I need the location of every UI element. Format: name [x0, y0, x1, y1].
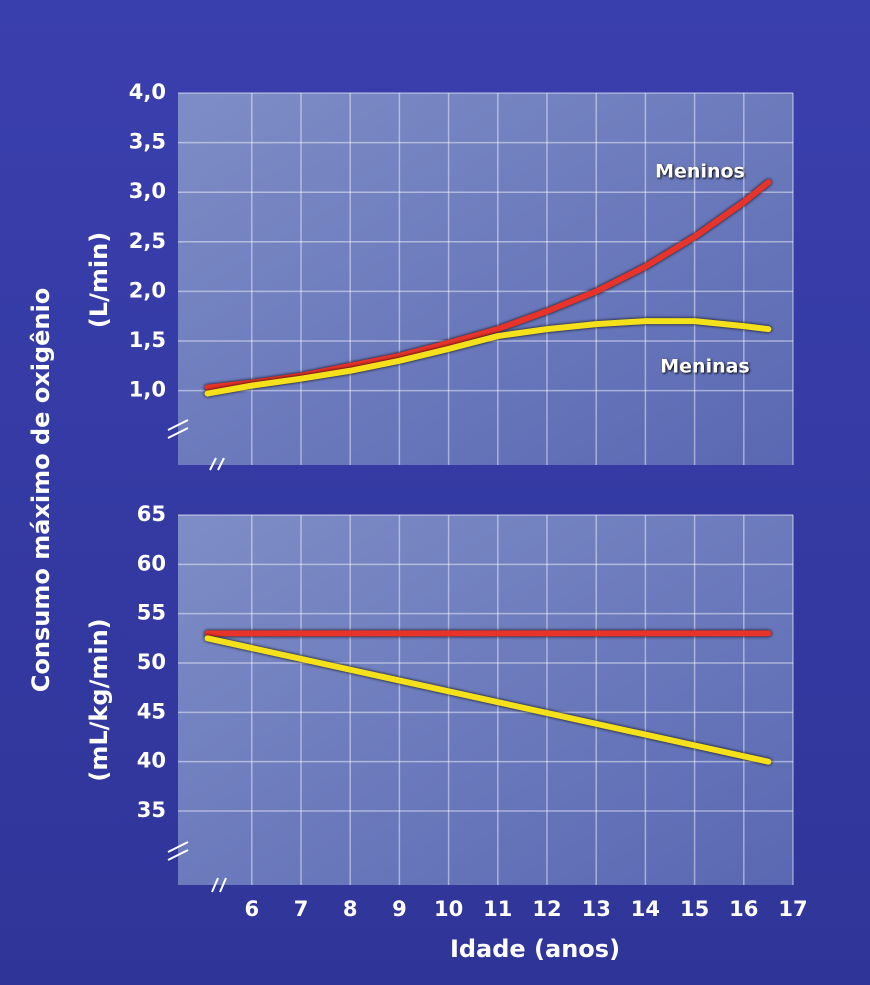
x-tick-label: 16	[729, 897, 758, 921]
x-tick-label: 8	[343, 897, 358, 921]
y-tick-label: 3,5	[129, 130, 166, 154]
data-line	[204, 635, 772, 765]
y-tick-label: 40	[137, 749, 166, 773]
x-tick-label: 17	[778, 897, 807, 921]
x-tick-label: 6	[244, 897, 259, 921]
series-label: Meninas	[660, 356, 750, 378]
y-axis-unit: (L/min)	[85, 232, 113, 328]
y-tick-label: 2,5	[129, 229, 166, 253]
x-tick-label: 11	[483, 897, 512, 921]
x-tick-label: 14	[631, 897, 660, 921]
y-tick-label: 35	[137, 798, 166, 822]
x-tick-label: 12	[532, 897, 561, 921]
y-axis-unit: (mL/kg/min)	[85, 618, 113, 781]
y-tick-label: 65	[137, 502, 166, 526]
y-axis-label: Consumo máximo de oxigênio	[27, 288, 55, 692]
axis-break	[167, 419, 227, 893]
y-tick-label: 50	[137, 650, 166, 674]
y-tick-label: 2,0	[129, 278, 166, 302]
x-tick-label: 10	[434, 897, 463, 921]
plot-area	[178, 93, 793, 465]
y-tick-label: 60	[137, 551, 166, 575]
x-axis-label: Idade (anos)	[450, 935, 620, 963]
y-tick-label: 1,5	[129, 328, 166, 352]
y-tick-label: 3,0	[129, 179, 166, 203]
x-tick-label: 9	[392, 897, 407, 921]
data-line	[204, 318, 772, 397]
y-tick-label: 55	[137, 601, 166, 625]
x-tick-label: 15	[680, 897, 709, 921]
x-tick-label: 13	[582, 897, 611, 921]
y-tick-label: 45	[137, 699, 166, 723]
y-tick-label: 4,0	[129, 80, 166, 104]
x-tick-label: 7	[294, 897, 309, 921]
series-label: Meninos	[655, 161, 745, 183]
y-tick-label: 1,0	[129, 378, 166, 402]
